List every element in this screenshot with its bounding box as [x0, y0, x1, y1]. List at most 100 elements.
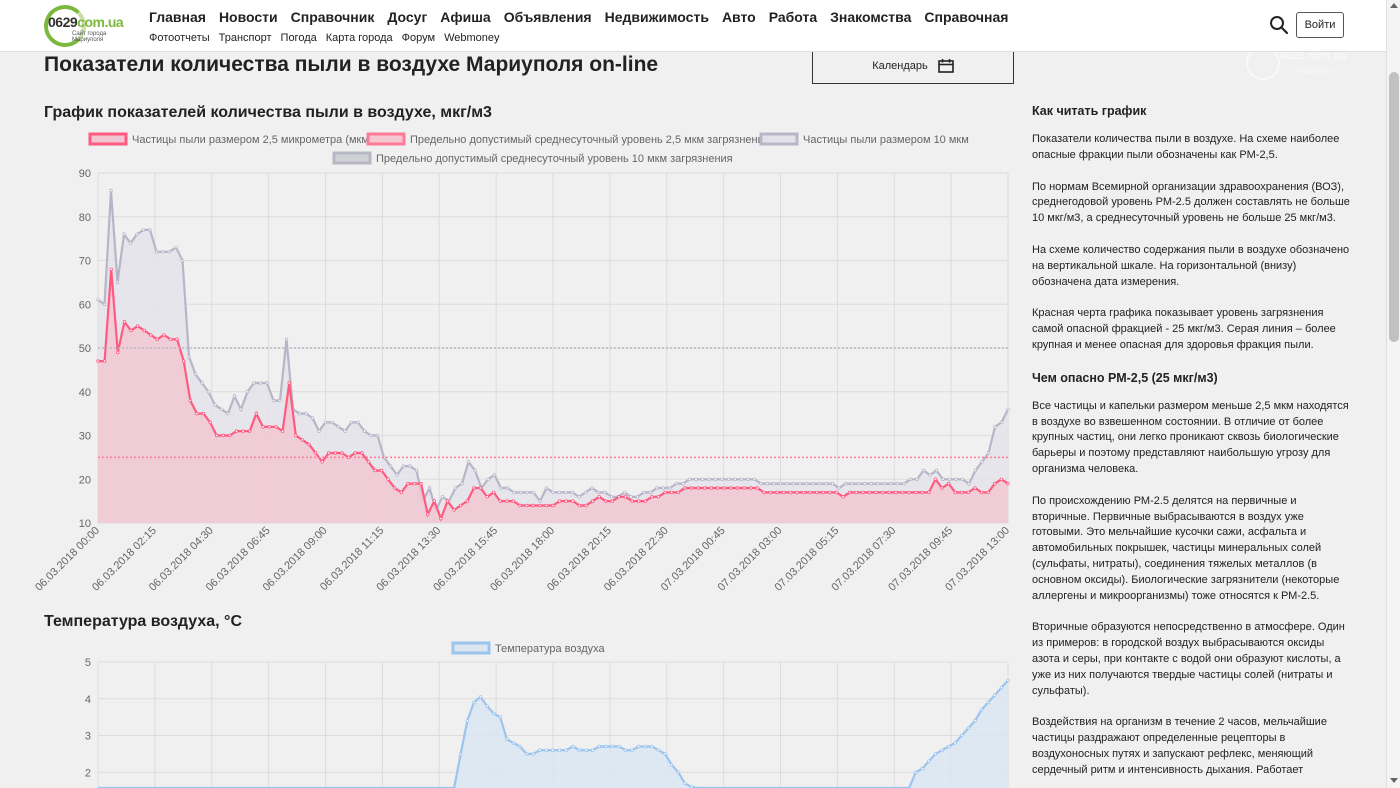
site-logo[interactable]: 0629com.ua Сайт города Мариуполя: [44, 5, 134, 47]
subnav-forum[interactable]: Форум: [401, 32, 436, 44]
scroll-up-arrow-icon[interactable]: [1390, 3, 1398, 8]
data-point: [356, 420, 360, 425]
data-point: [907, 490, 911, 495]
data-point: [544, 503, 549, 508]
data-point: [689, 785, 694, 788]
data-point: [168, 337, 173, 341]
data-point: [406, 481, 410, 486]
data-point: [252, 381, 256, 385]
watermark-name: 0629.com.ua: [1280, 50, 1347, 62]
legend-label: Предельно допустимый среднесуточный уров…: [410, 134, 770, 146]
data-point: [485, 495, 489, 499]
y-tick-label: 30: [79, 431, 91, 443]
data-point: [821, 490, 826, 495]
data-point: [180, 258, 185, 263]
legend-label: Частицы пыли размером 2,5 микрометра (мк…: [132, 134, 373, 146]
data-point: [596, 490, 601, 495]
data-point: [650, 744, 654, 749]
nav-spravochnik[interactable]: Справочник: [290, 9, 375, 25]
login-button[interactable]: Войти: [1296, 12, 1344, 38]
data-point: [538, 748, 542, 752]
data-point: [492, 490, 496, 495]
data-point: [109, 267, 113, 271]
data-point: [531, 752, 535, 756]
data-point: [278, 398, 282, 403]
data-point: [986, 451, 991, 455]
data-point: [317, 429, 321, 433]
data-point: [584, 748, 588, 752]
info-sidebar: Как читать график Показатели количества …: [1032, 103, 1350, 788]
data-point: [445, 499, 450, 503]
data-point: [642, 490, 646, 495]
data-point: [564, 499, 568, 503]
data-point: [696, 486, 700, 490]
data-point: [815, 490, 819, 495]
data-point: [304, 411, 308, 416]
nav-rabota[interactable]: Работа: [768, 9, 818, 25]
data-point: [834, 490, 839, 495]
data-point: [386, 477, 390, 481]
scroll-thumb[interactable]: [1389, 72, 1399, 342]
nav-spravochnaya[interactable]: Справочная: [924, 9, 1009, 25]
subnav-karta-goroda[interactable]: Карта города: [325, 32, 393, 44]
data-point: [914, 770, 918, 774]
data-point: [129, 328, 133, 333]
nav-afisha[interactable]: Афиша: [440, 9, 491, 25]
data-point: [999, 477, 1004, 481]
data-point: [947, 477, 952, 481]
data-point: [122, 320, 127, 324]
data-point: [742, 486, 746, 490]
legend-swatch: [759, 132, 799, 146]
subnav-transport[interactable]: Транспорт: [218, 32, 272, 44]
sidebar-paragraph: По нормам Всемирной организации здравоох…: [1032, 180, 1350, 225]
data-point: [577, 503, 582, 508]
nav-obyavleniya[interactable]: Объявления: [503, 9, 592, 25]
series-area-fill: [98, 190, 1008, 523]
data-point: [142, 328, 146, 333]
sidebar-paragraph: Все частицы и капельки размером меньше 2…: [1032, 399, 1349, 475]
nav-znakomstva[interactable]: Знакомства: [830, 9, 912, 25]
y-tick-label: 20: [79, 474, 91, 486]
nav-avto[interactable]: Авто: [721, 9, 756, 25]
data-point: [206, 390, 211, 394]
logo-ring-icon: [44, 5, 86, 47]
data-point: [96, 359, 100, 363]
data-point: [232, 394, 237, 398]
subnav-fotootchety[interactable]: Фотоотчеты: [149, 32, 210, 44]
data-point: [518, 490, 523, 495]
data-point: [881, 490, 885, 495]
data-point: [643, 499, 647, 503]
y-tick-label: 80: [79, 212, 91, 224]
data-point: [700, 477, 705, 481]
nav-novosti[interactable]: Новости: [218, 9, 278, 25]
x-tick-label: 07.03.2018 13:00: [943, 525, 1012, 594]
nav-dosug[interactable]: Досуг: [387, 9, 428, 25]
data-point: [681, 481, 685, 486]
legend-label: Температура воздуха: [495, 643, 605, 655]
data-point: [310, 416, 315, 420]
y-tick-label: 2: [85, 767, 91, 779]
scroll-down-arrow-icon[interactable]: [1390, 778, 1398, 783]
calendar-button[interactable]: Календарь: [812, 48, 1014, 84]
page-scrollbar[interactable]: [1386, 0, 1400, 788]
logo-sub-line1: Сайт города: [72, 31, 107, 37]
data-point: [798, 481, 802, 486]
data-point: [960, 490, 964, 495]
nav-nedvizhimost[interactable]: Недвижимость: [604, 9, 709, 25]
nav-glavnaya[interactable]: Главная: [149, 9, 206, 25]
data-point: [518, 744, 522, 749]
data-point: [841, 495, 845, 499]
subnav-pogoda[interactable]: Погода: [280, 32, 317, 44]
subnav-webmoney[interactable]: Webmoney: [444, 32, 500, 44]
data-point: [655, 486, 659, 490]
data-point: [181, 359, 186, 363]
data-point: [920, 490, 924, 495]
data-point: [330, 420, 334, 425]
data-point: [707, 477, 711, 481]
data-point: [817, 481, 822, 486]
logo-name-main: 0629: [48, 14, 78, 30]
temp-chart-title: Температура воздуха, °С: [44, 613, 242, 630]
data-point: [609, 495, 614, 499]
search-button[interactable]: [1268, 14, 1290, 36]
data-point: [492, 711, 496, 716]
